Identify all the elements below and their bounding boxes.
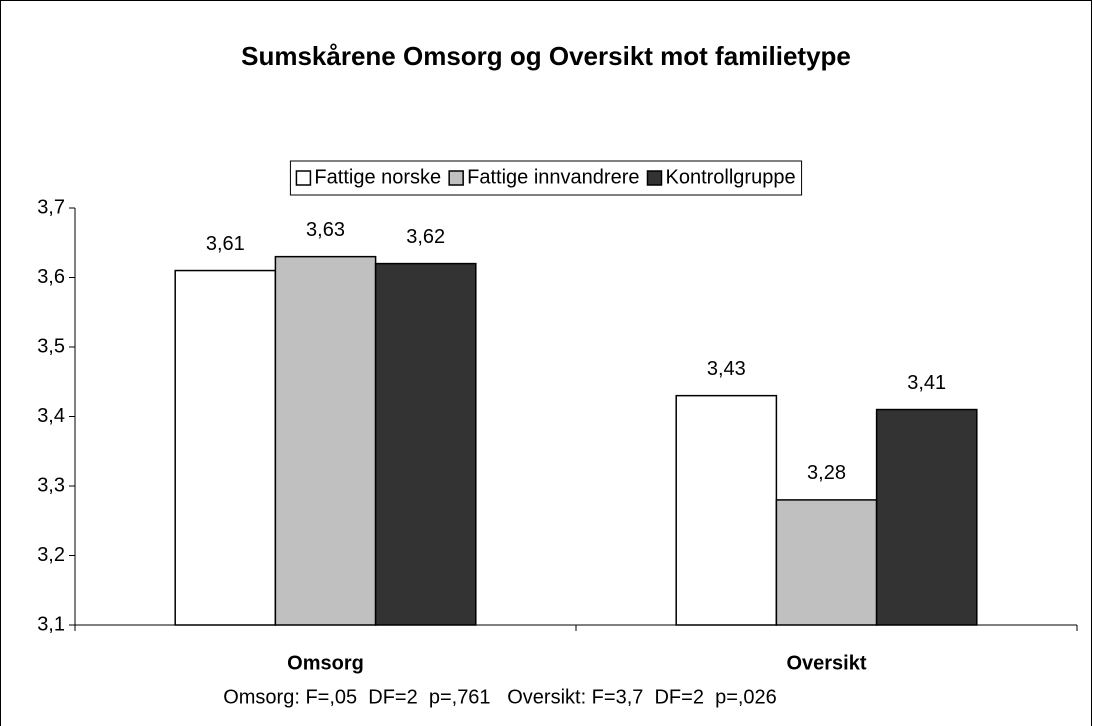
y-tick-label: 3,3 (37, 474, 65, 496)
value-label: 3,63 (306, 219, 345, 241)
y-tick-label: 3,2 (37, 544, 65, 566)
legend-swatch (646, 170, 663, 186)
value-label: 3,41 (907, 372, 946, 394)
chart-title: Sumskårene Omsorg og Oversikt mot famili… (241, 41, 851, 71)
value-label: 3,28 (807, 462, 846, 484)
legend-label: Fattige norske (314, 166, 441, 188)
value-label: 3,61 (206, 233, 245, 255)
y-tick-label: 3,6 (37, 266, 65, 288)
y-tick-label: 3,5 (37, 335, 65, 357)
bar (675, 394, 778, 626)
bar (374, 262, 477, 626)
bar (274, 255, 377, 626)
bar (875, 408, 978, 626)
value-label: 3,62 (406, 226, 445, 248)
x-tick-label: Oversikt (786, 652, 866, 674)
y-tick-label: 3,1 (37, 613, 65, 635)
y-tick-label: 3,4 (37, 405, 65, 427)
bar (174, 269, 277, 626)
legend-swatch (448, 170, 464, 186)
y-tick-label: 3,7 (37, 196, 65, 218)
annotation: Omsorg: F=,05 DF=2 p=,761 Oversikt: F=3,… (223, 686, 777, 708)
bar (775, 499, 878, 626)
legend-swatch (295, 170, 312, 186)
value-label: 3,43 (707, 358, 746, 380)
legend-box (289, 160, 803, 196)
legend-label: Kontrollgruppe (665, 166, 795, 188)
legend-label: Fattige innvandrere (467, 166, 639, 188)
x-tick-label: Omsorg (287, 652, 364, 674)
